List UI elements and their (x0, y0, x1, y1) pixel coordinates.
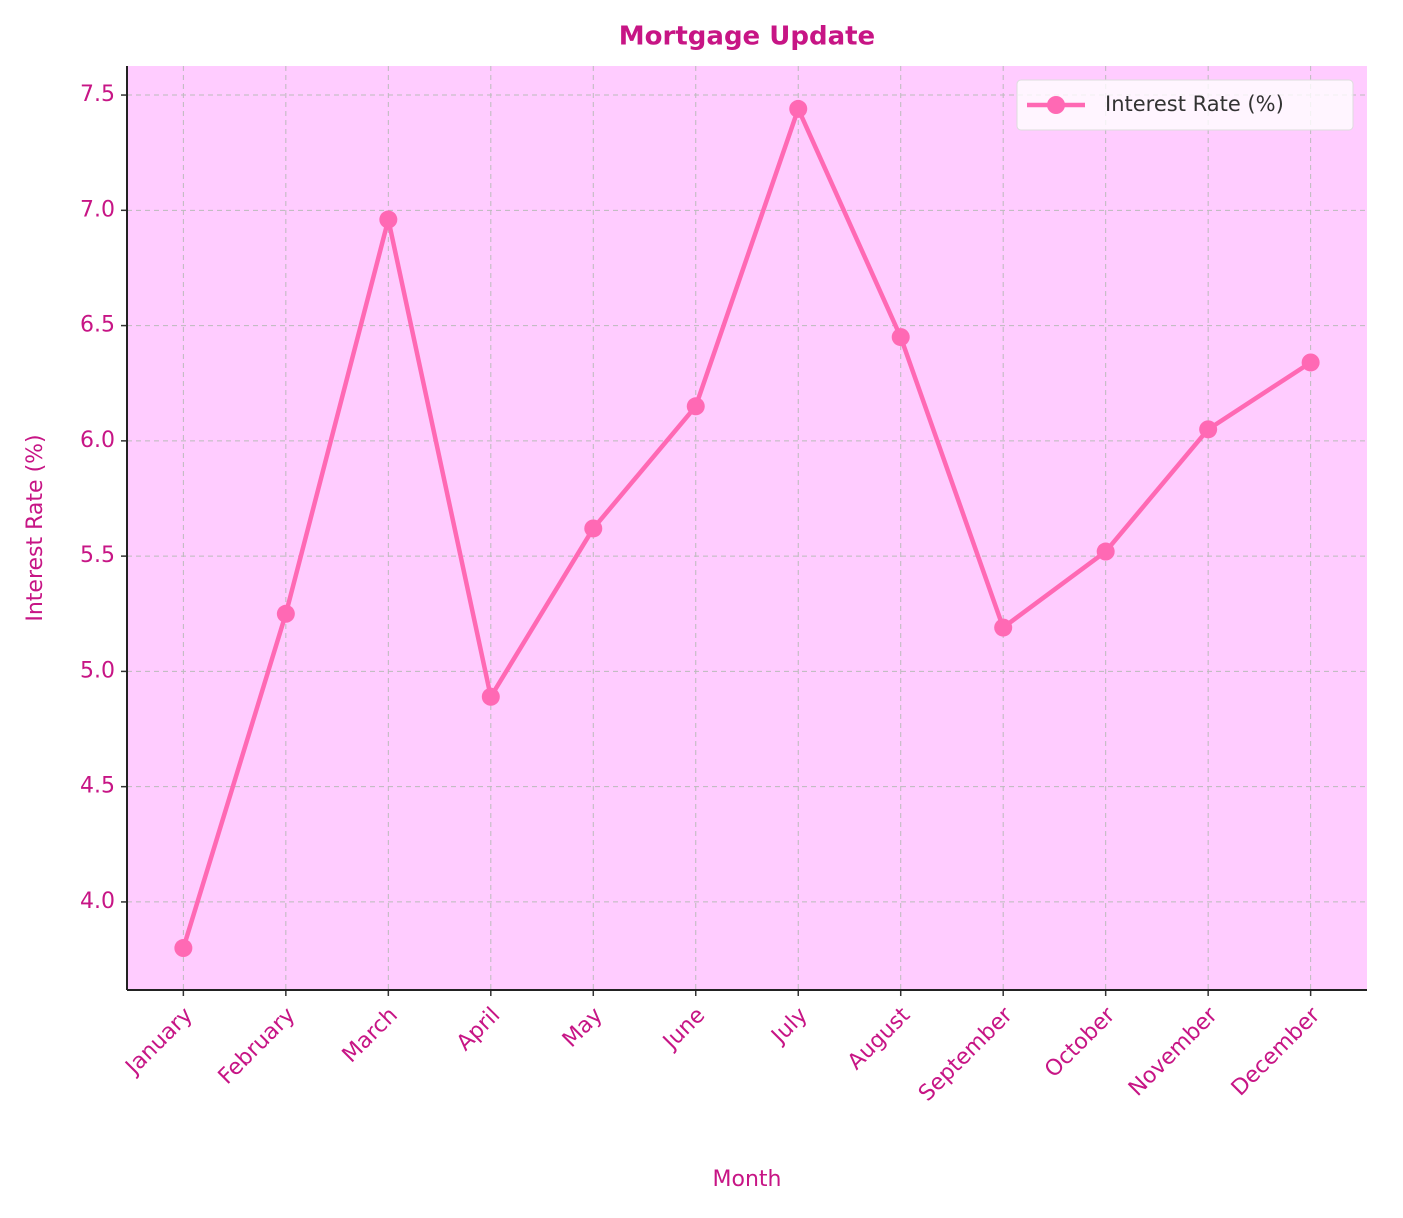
x-tick-label: November (1124, 1002, 1223, 1101)
x-tick-label: January (120, 1003, 198, 1081)
x-tick-label: March (338, 1003, 403, 1068)
y-tick-label: 6.5 (80, 313, 115, 338)
y-axis-label: Interest Rate (%) (23, 434, 48, 621)
y-tick-label: 5.0 (80, 658, 115, 683)
x-axis-label: Month (713, 1167, 782, 1192)
x-tick-label: February (214, 1003, 301, 1090)
data-point (276, 604, 295, 623)
x-tick-label: September (914, 1002, 1018, 1106)
x-tick-label: April (452, 1003, 505, 1056)
data-point (481, 687, 500, 706)
x-tick-label: August (843, 1003, 915, 1075)
y-tick-label: 7.5 (80, 82, 115, 107)
data-point (174, 939, 193, 958)
data-point (1301, 353, 1320, 372)
x-tick-label: December (1227, 1002, 1326, 1101)
y-tick-label: 5.5 (80, 543, 115, 568)
x-tick-label: July (766, 1003, 813, 1050)
x-tick-label: October (1040, 1002, 1121, 1083)
x-tick-label: May (558, 1003, 608, 1053)
data-point (584, 519, 603, 538)
y-tick-label: 4.0 (80, 889, 115, 914)
data-point (789, 99, 808, 118)
legend: Interest Rate (%) (1016, 79, 1354, 131)
chart-title: Mortgage Update (619, 22, 875, 52)
data-point (1096, 542, 1115, 561)
data-point (379, 210, 398, 229)
y-tick-label: 6.0 (80, 428, 115, 453)
data-point (1199, 420, 1218, 439)
y-tick-label: 7.0 (80, 197, 115, 222)
legend-label: Interest Rate (%) (1105, 92, 1284, 116)
legend-marker (1047, 96, 1065, 114)
legend-box (1016, 79, 1354, 131)
y-tick-label: 4.5 (80, 774, 115, 799)
data-point (994, 618, 1013, 637)
data-line (181, 106, 1312, 949)
plot-area (127, 66, 1367, 990)
x-tick-label: June (657, 1003, 710, 1056)
data-point (686, 397, 705, 416)
data-point (891, 328, 910, 347)
